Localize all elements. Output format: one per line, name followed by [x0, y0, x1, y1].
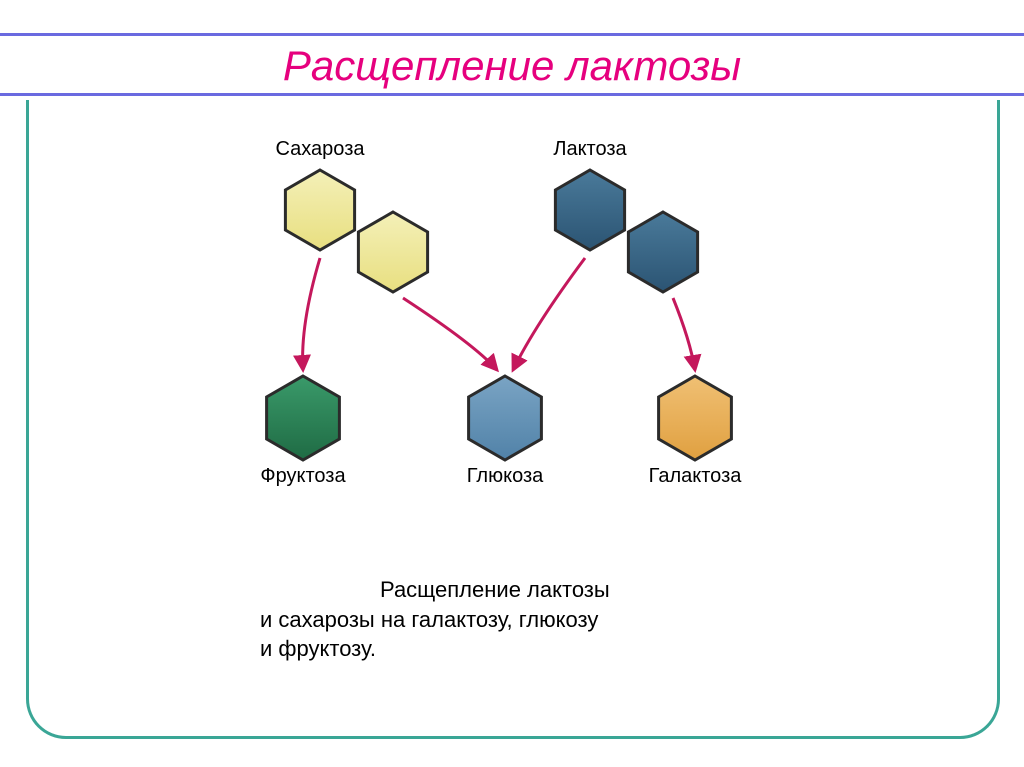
title-stripe-bottom	[0, 93, 1024, 96]
hex-fru	[267, 376, 340, 460]
top-label-0: Сахароза	[275, 138, 364, 161]
hex-lac1	[555, 170, 624, 250]
hex-suc1	[285, 170, 354, 250]
diagram-area: Сахароза Лактоза Фруктоза Глюкоза Галактоза	[185, 130, 815, 560]
hex-glu	[469, 376, 542, 460]
page-title: Расщепление лактозы	[283, 42, 741, 90]
caption-line2: и сахарозы на галактозу, глюкозу	[260, 605, 610, 635]
hex-suc2	[358, 212, 427, 292]
arrow-0	[303, 258, 320, 370]
caption-line1: Расщепление лактозы	[260, 575, 610, 605]
arrow-2	[513, 258, 585, 370]
bottom-label-2: Галактоза	[649, 465, 742, 488]
title-band: Расщепление лактозы	[0, 28, 1024, 104]
arrow-1	[403, 298, 497, 370]
caption-line3: и фруктозу.	[260, 634, 610, 664]
diagram-svg	[185, 130, 815, 500]
slide: Расщепление лактозы Сахароза Лактоза Фрукт…	[0, 0, 1024, 767]
bottom-label-0: Фруктоза	[260, 465, 345, 488]
hex-lac2	[628, 212, 697, 292]
hex-gal	[659, 376, 732, 460]
top-label-1: Лактоза	[553, 138, 626, 161]
arrow-3	[673, 298, 695, 370]
bottom-label-1: Глюкоза	[467, 465, 544, 488]
caption: Расщепление лактозы и сахарозы на галакт…	[260, 575, 610, 664]
title-stripe-top	[0, 33, 1024, 36]
